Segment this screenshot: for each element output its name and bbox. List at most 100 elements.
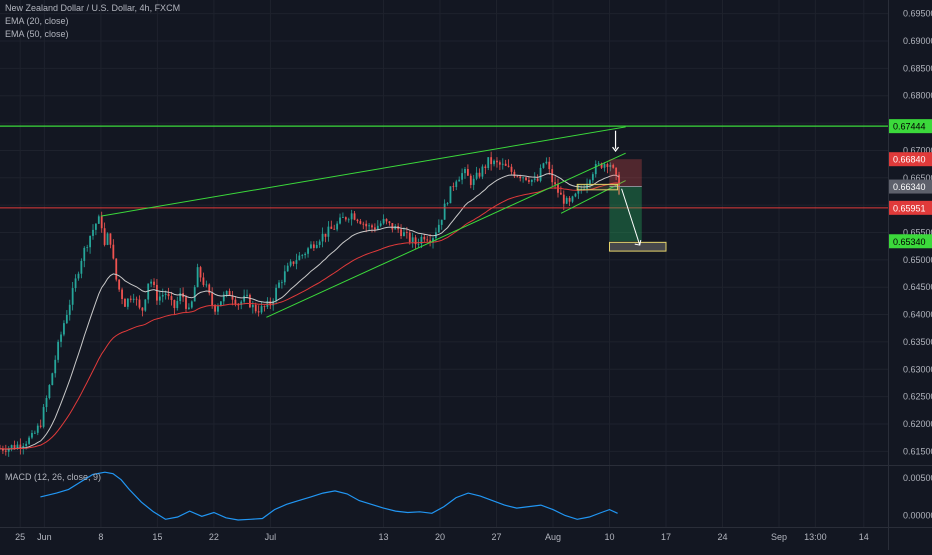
candle-body <box>304 253 307 256</box>
candle-body <box>382 218 385 224</box>
macd-tick-label: 0.00000 <box>903 511 932 521</box>
candle-body <box>301 255 304 256</box>
time-tick-label: 10 <box>604 532 614 542</box>
candle-body <box>199 267 202 278</box>
candle-body <box>74 278 77 289</box>
candle-body <box>39 425 42 427</box>
candle-body <box>243 295 246 302</box>
candle-body <box>359 221 362 224</box>
candle-body <box>112 244 115 259</box>
candle-body <box>138 299 141 308</box>
candle-body <box>185 297 187 309</box>
candle-body <box>176 300 179 309</box>
candle-body <box>100 216 103 229</box>
candle-body <box>333 228 336 230</box>
candle-body <box>109 233 112 245</box>
candle-body <box>342 217 344 218</box>
candle-body <box>487 157 490 169</box>
candle-body <box>7 447 10 452</box>
candle-body <box>249 294 251 308</box>
candle-body <box>65 314 68 324</box>
candle-body <box>408 232 411 243</box>
candle-body <box>158 296 161 301</box>
candle-body <box>275 287 277 301</box>
target-highlight-box <box>608 241 667 252</box>
candle-body <box>548 161 551 170</box>
candle-body <box>217 306 219 312</box>
candle-body <box>539 167 542 181</box>
candle-body <box>371 225 373 228</box>
candle-body <box>278 282 280 288</box>
candle-body <box>484 166 487 169</box>
price-label-bg <box>889 234 932 249</box>
candle-body <box>490 157 493 165</box>
candle-body <box>286 265 289 272</box>
candle-body <box>339 217 341 224</box>
candle-body <box>530 179 533 182</box>
price-label-bg <box>889 152 932 167</box>
candle-body <box>455 181 458 187</box>
price-label-bg <box>889 200 932 215</box>
candle-body <box>400 229 402 237</box>
candle-body <box>559 192 562 195</box>
candle-body <box>574 193 577 197</box>
price-label-bg <box>889 179 932 194</box>
candle-body <box>126 298 129 307</box>
time-tick-label: 20 <box>435 532 445 542</box>
candle-body <box>330 226 333 229</box>
candle-body <box>452 186 455 188</box>
candle-body <box>388 221 391 224</box>
candle-body <box>443 203 446 220</box>
channel-lower-line <box>560 180 626 214</box>
candle-body <box>498 162 501 165</box>
candle-body <box>25 443 28 446</box>
candle-body <box>147 283 150 300</box>
target-arrow-shaft <box>621 188 641 246</box>
candle-body <box>310 244 312 249</box>
candle-body <box>414 237 417 245</box>
candle-body <box>504 163 507 166</box>
candle-body <box>469 175 472 185</box>
candle-body <box>115 258 118 280</box>
time-tick-label: 22 <box>209 532 219 542</box>
candle-body <box>164 293 167 295</box>
price-label-bg <box>889 119 932 134</box>
time-tick-label: 24 <box>718 532 728 542</box>
candle-body <box>92 229 94 236</box>
candle-body <box>475 172 478 179</box>
candle-body <box>251 304 254 308</box>
candle-body <box>161 294 164 297</box>
price-label-text: 0.66340 <box>893 182 926 192</box>
candle-body <box>16 444 19 449</box>
candle-body <box>144 299 147 311</box>
entry-highlight-box <box>576 183 619 191</box>
candle-body <box>440 219 443 225</box>
time-tick-label: Jun <box>37 532 52 542</box>
candle-body <box>118 279 121 290</box>
time-tick-label: 25 <box>15 532 25 542</box>
candle-body <box>57 341 60 360</box>
candle-body <box>86 247 89 249</box>
candle-body <box>106 233 109 245</box>
candle-body <box>315 244 318 248</box>
candle-body <box>208 284 211 294</box>
candle-body <box>83 247 86 261</box>
candle-body <box>234 299 237 305</box>
candle-body <box>170 296 173 300</box>
candle-body <box>205 284 208 286</box>
candle-body <box>464 168 466 174</box>
stop-zone <box>609 159 642 187</box>
time-tick-label: Jul <box>265 532 277 542</box>
candle-body <box>493 160 495 165</box>
ema20-legend: EMA (20, close) <box>5 16 69 26</box>
